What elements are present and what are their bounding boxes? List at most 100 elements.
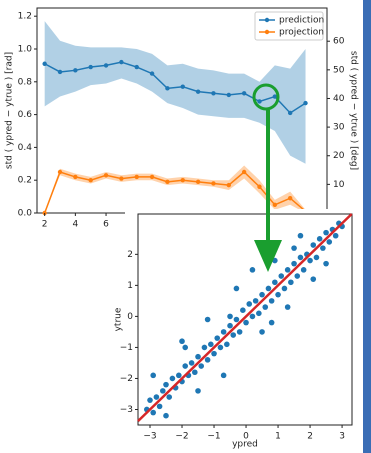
y2-tick-label: 50 bbox=[333, 65, 345, 75]
x-tick-label: −3 bbox=[143, 432, 156, 442]
data-point bbox=[195, 179, 201, 185]
scatter-point bbox=[243, 319, 249, 326]
scatter-point bbox=[291, 245, 297, 251]
scatter-point bbox=[249, 313, 256, 320]
data-point bbox=[287, 110, 293, 116]
scatter-point bbox=[291, 260, 297, 267]
data-point bbox=[272, 94, 278, 99]
data-point bbox=[149, 71, 155, 76]
y2-tick-label: 40 bbox=[333, 94, 345, 104]
scatter-point bbox=[156, 403, 163, 410]
y-tick-label: 0.0 bbox=[18, 209, 33, 219]
scatter-point bbox=[163, 381, 169, 388]
scatter-point bbox=[182, 363, 189, 369]
x-tick-label: 2 bbox=[307, 432, 313, 442]
data-point bbox=[134, 64, 139, 70]
y-tick-label: 0 bbox=[127, 312, 133, 322]
scatter-point bbox=[163, 412, 169, 419]
data-point bbox=[226, 92, 231, 98]
scatter-point bbox=[204, 357, 211, 363]
y-axis-label: std ( ypred − ytrue ) [rad] bbox=[5, 52, 15, 169]
scatter-point bbox=[230, 332, 237, 338]
scatter-point bbox=[316, 236, 323, 242]
scatter-point bbox=[259, 329, 265, 335]
scatter-point bbox=[150, 409, 157, 416]
y-axis-label: ytrue bbox=[114, 307, 124, 331]
x-tick-label: 1 bbox=[275, 432, 281, 442]
y2-tick-label: 10 bbox=[333, 180, 345, 190]
scatter-point bbox=[224, 341, 230, 348]
data-point bbox=[272, 202, 278, 207]
data-point bbox=[119, 176, 124, 181]
x-tick-label: 2 bbox=[42, 220, 48, 230]
scatter-point bbox=[323, 260, 329, 267]
scatter-point bbox=[297, 232, 304, 239]
scatter-point bbox=[150, 372, 157, 379]
scatter-point bbox=[198, 363, 205, 369]
window-edge bbox=[363, 0, 371, 453]
scatter-point bbox=[195, 388, 201, 394]
scatter-point bbox=[297, 254, 304, 261]
data-point bbox=[103, 173, 109, 178]
scatter-point bbox=[249, 267, 256, 273]
scatter-point bbox=[284, 304, 291, 310]
y2-tick-label: 60 bbox=[333, 37, 345, 47]
y2-tick-label: 30 bbox=[333, 123, 345, 133]
scatter-point bbox=[256, 310, 262, 317]
scatter-point bbox=[236, 329, 243, 335]
scatter-point bbox=[313, 254, 320, 261]
data-point bbox=[119, 59, 124, 65]
scatter-point bbox=[252, 298, 259, 304]
data-point bbox=[103, 63, 109, 68]
scatter-point bbox=[307, 257, 313, 264]
scatter-point bbox=[153, 394, 160, 400]
legend-marker bbox=[264, 29, 270, 35]
scatter-point bbox=[320, 245, 326, 251]
inset-background bbox=[125, 209, 361, 453]
scatter-point bbox=[332, 232, 339, 239]
arrow-head bbox=[254, 240, 282, 272]
annotation bbox=[252, 83, 282, 272]
inset-chart: −3 −2 −1 0 1 2 3 −3 −2 −1 0 1 2 ypred ytrue bbox=[114, 209, 361, 453]
data-point bbox=[211, 91, 216, 96]
scatter-point bbox=[288, 279, 294, 286]
y-tick-label: −1 bbox=[120, 343, 133, 353]
data-point bbox=[180, 84, 185, 89]
x-tick-label: 4 bbox=[72, 220, 78, 230]
scatter-point bbox=[326, 239, 333, 245]
y-tick-label: 2 bbox=[127, 250, 133, 260]
identity-line bbox=[137, 213, 353, 423]
y-tick-label: 0.4 bbox=[18, 143, 33, 153]
scatter-point bbox=[179, 338, 185, 345]
scatter-point bbox=[240, 307, 246, 313]
y2-axis-label: std ( ypred − ytrue ) [deg] bbox=[349, 51, 359, 170]
x-tick-label: 6 bbox=[103, 220, 109, 230]
scatter-point bbox=[265, 285, 272, 292]
y-tick-label: 1.2 bbox=[18, 12, 32, 22]
y-tick-label: 0.2 bbox=[18, 176, 32, 186]
scatter-point bbox=[294, 273, 301, 279]
scatter-point bbox=[188, 360, 195, 366]
scatter-point bbox=[204, 316, 211, 323]
scatter-point bbox=[201, 344, 208, 351]
scatter-point bbox=[166, 394, 173, 400]
series-line bbox=[43, 170, 307, 214]
data-point bbox=[303, 100, 308, 106]
data-point bbox=[257, 99, 262, 104]
x-tick-label: −2 bbox=[175, 432, 188, 442]
data-point bbox=[57, 69, 63, 75]
y-tick-label: −2 bbox=[120, 374, 133, 384]
legend-label: prediction bbox=[279, 16, 324, 26]
scatter-point bbox=[268, 298, 275, 304]
data-point bbox=[73, 68, 78, 73]
scatter-point bbox=[233, 285, 240, 292]
highlight-circle bbox=[252, 83, 280, 111]
scatter-point bbox=[323, 229, 329, 236]
scatter-point bbox=[281, 285, 288, 292]
confidence-band bbox=[44, 21, 306, 164]
x-tick-label: 0 bbox=[243, 432, 249, 442]
data-point bbox=[42, 61, 47, 66]
scatter-point bbox=[214, 335, 221, 341]
data-point bbox=[73, 174, 78, 180]
scatter-point bbox=[310, 242, 317, 248]
